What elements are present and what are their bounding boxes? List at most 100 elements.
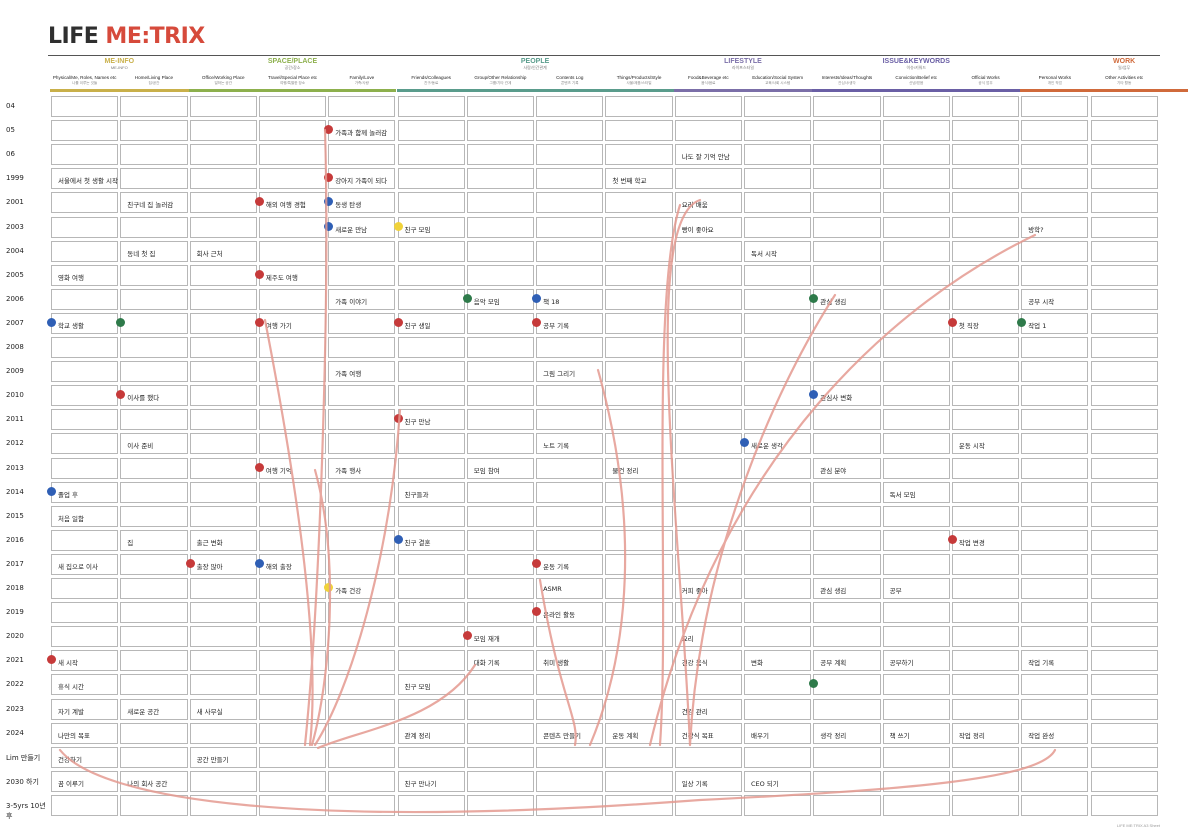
matrix-cell[interactable] [466, 481, 535, 503]
matrix-cell[interactable] [189, 698, 257, 720]
matrix-cell[interactable] [1021, 216, 1089, 238]
matrix-cell[interactable] [951, 120, 1020, 142]
matrix-cell[interactable] [744, 312, 812, 334]
matrix-cell[interactable] [51, 361, 119, 383]
matrix-cell[interactable] [466, 264, 535, 286]
matrix-cell[interactable] [813, 409, 881, 431]
matrix-cell[interactable] [328, 264, 396, 286]
matrix-cell[interactable] [813, 529, 881, 551]
matrix-cell[interactable] [882, 626, 950, 648]
matrix-cell[interactable] [189, 794, 257, 816]
matrix-cell[interactable] [951, 626, 1020, 648]
matrix-cell[interactable] [813, 626, 881, 648]
matrix-cell[interactable] [1090, 216, 1158, 238]
matrix-cell[interactable] [744, 457, 812, 479]
matrix-cell[interactable] [1021, 481, 1089, 503]
matrix-cell[interactable] [1090, 409, 1158, 431]
matrix-cell[interactable] [744, 529, 812, 551]
matrix-cell[interactable] [51, 553, 119, 575]
matrix-cell[interactable] [1021, 409, 1089, 431]
matrix-cell[interactable] [466, 192, 535, 214]
matrix-cell[interactable] [605, 481, 673, 503]
matrix-cell[interactable] [120, 457, 188, 479]
matrix-cell[interactable] [674, 602, 742, 624]
matrix-cell[interactable] [674, 264, 742, 286]
matrix-cell[interactable] [397, 192, 465, 214]
matrix-cell[interactable] [466, 385, 535, 407]
matrix-cell[interactable] [882, 505, 950, 527]
matrix-cell[interactable] [120, 626, 188, 648]
matrix-cell[interactable] [882, 529, 950, 551]
matrix-cell[interactable] [258, 722, 327, 744]
matrix-cell[interactable] [120, 96, 188, 118]
matrix-cell[interactable] [951, 505, 1020, 527]
matrix-cell[interactable] [120, 433, 188, 455]
matrix-cell[interactable] [189, 722, 257, 744]
matrix-cell[interactable] [813, 337, 881, 359]
matrix-cell[interactable] [813, 553, 881, 575]
matrix-cell[interactable] [466, 144, 535, 166]
matrix-cell[interactable] [744, 385, 812, 407]
matrix-cell[interactable] [882, 385, 950, 407]
matrix-cell[interactable] [328, 144, 396, 166]
matrix-cell[interactable] [328, 288, 396, 310]
matrix-cell[interactable] [813, 264, 881, 286]
matrix-cell[interactable] [605, 770, 673, 792]
matrix-cell[interactable] [882, 264, 950, 286]
matrix-cell[interactable] [51, 216, 119, 238]
matrix-cell[interactable] [189, 288, 257, 310]
matrix-cell[interactable] [674, 120, 742, 142]
matrix-cell[interactable] [466, 240, 535, 262]
matrix-cell[interactable] [605, 385, 673, 407]
matrix-cell[interactable] [536, 240, 604, 262]
matrix-cell[interactable] [1090, 698, 1158, 720]
matrix-cell[interactable] [466, 602, 535, 624]
matrix-cell[interactable] [258, 529, 327, 551]
matrix-cell[interactable] [328, 553, 396, 575]
matrix-cell[interactable] [744, 626, 812, 648]
matrix-cell[interactable] [120, 481, 188, 503]
matrix-cell[interactable] [674, 385, 742, 407]
matrix-cell[interactable] [258, 650, 327, 672]
matrix-cell[interactable] [51, 505, 119, 527]
matrix-cell[interactable] [951, 409, 1020, 431]
matrix-cell[interactable] [189, 529, 257, 551]
matrix-cell[interactable] [882, 361, 950, 383]
matrix-cell[interactable] [1090, 433, 1158, 455]
matrix-cell[interactable] [397, 385, 465, 407]
matrix-cell[interactable] [466, 409, 535, 431]
matrix-cell[interactable] [1090, 602, 1158, 624]
matrix-cell[interactable] [258, 409, 327, 431]
matrix-cell[interactable] [328, 626, 396, 648]
matrix-cell[interactable] [1090, 120, 1158, 142]
matrix-cell[interactable] [605, 288, 673, 310]
matrix-cell[interactable] [397, 794, 465, 816]
matrix-cell[interactable] [1021, 144, 1089, 166]
matrix-cell[interactable] [744, 96, 812, 118]
matrix-cell[interactable] [951, 674, 1020, 696]
matrix-cell[interactable] [951, 216, 1020, 238]
matrix-cell[interactable] [120, 674, 188, 696]
matrix-cell[interactable] [744, 674, 812, 696]
matrix-cell[interactable] [328, 337, 396, 359]
matrix-cell[interactable] [397, 264, 465, 286]
matrix-cell[interactable] [882, 457, 950, 479]
matrix-cell[interactable] [813, 602, 881, 624]
matrix-cell[interactable] [120, 216, 188, 238]
matrix-cell[interactable] [51, 120, 119, 142]
matrix-cell[interactable] [1021, 457, 1089, 479]
matrix-cell[interactable] [51, 144, 119, 166]
matrix-cell[interactable] [466, 337, 535, 359]
matrix-cell[interactable] [536, 626, 604, 648]
matrix-cell[interactable] [120, 192, 188, 214]
matrix-cell[interactable] [51, 794, 119, 816]
matrix-cell[interactable] [397, 433, 465, 455]
matrix-cell[interactable] [605, 168, 673, 190]
matrix-cell[interactable] [189, 312, 257, 334]
matrix-cell[interactable] [51, 674, 119, 696]
matrix-cell[interactable] [536, 120, 604, 142]
matrix-cell[interactable] [120, 794, 188, 816]
matrix-cell[interactable] [951, 361, 1020, 383]
matrix-cell[interactable] [51, 457, 119, 479]
matrix-cell[interactable] [605, 650, 673, 672]
